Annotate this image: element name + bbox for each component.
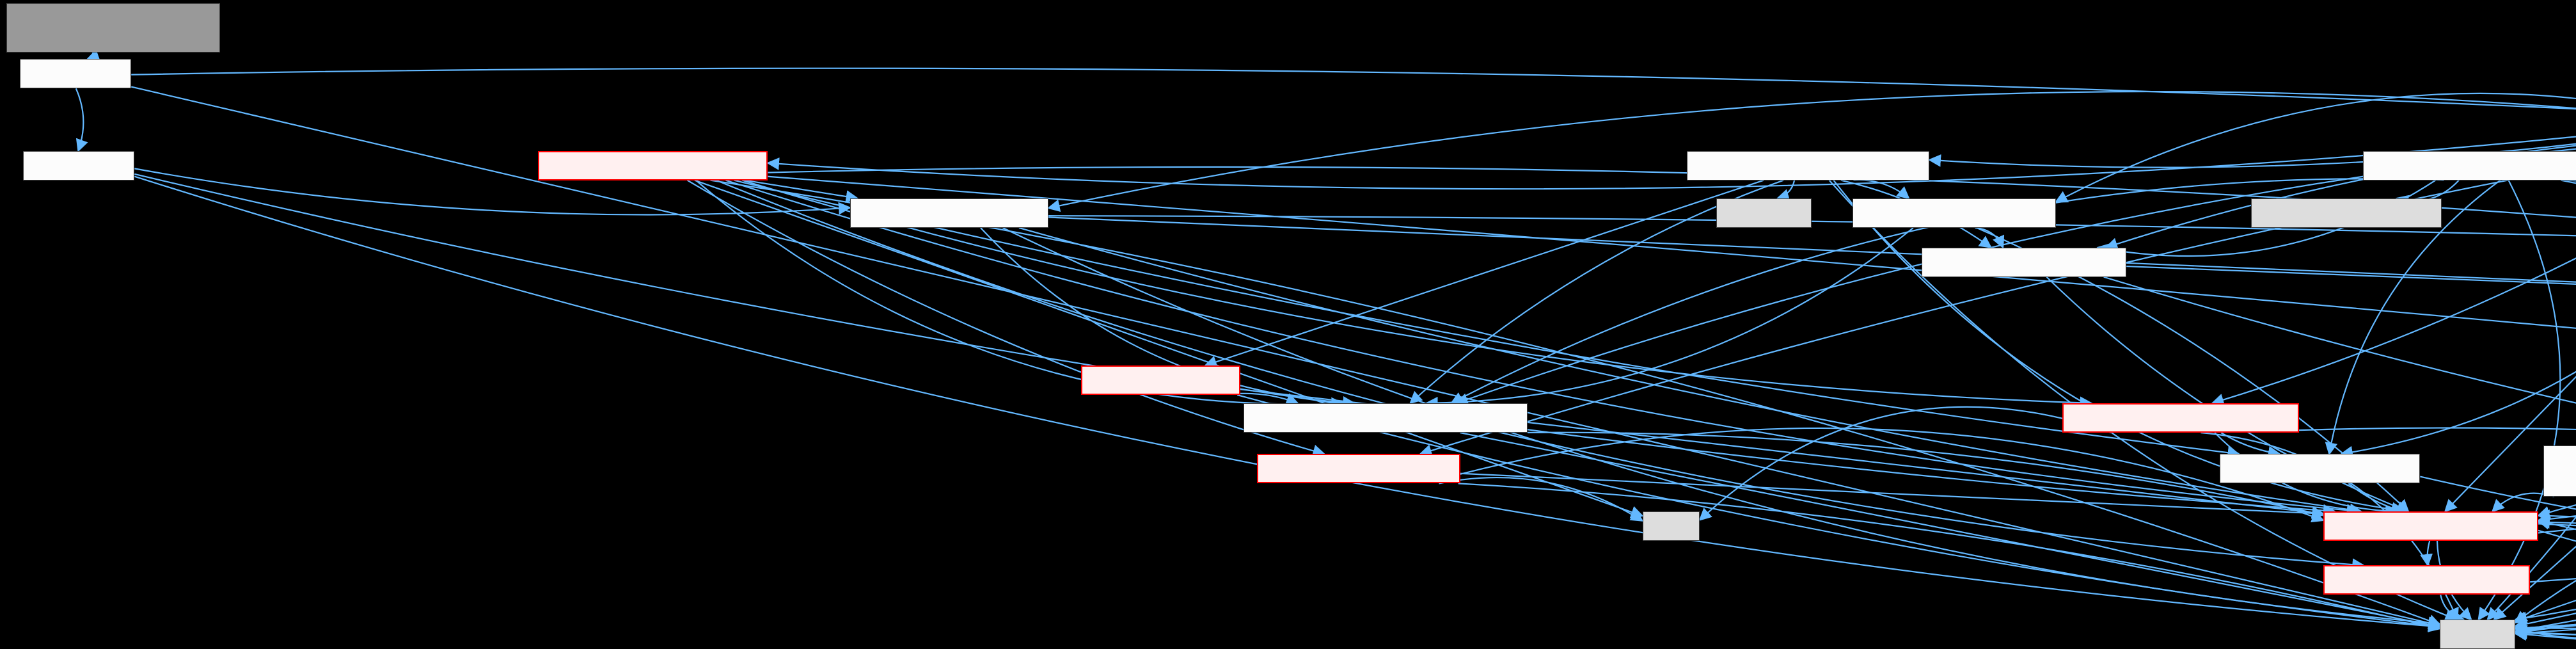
graph-edge [2477,180,2561,621]
graph-edge [734,179,2241,459]
graph-edge [2298,427,2576,431]
graph-node-iauditor[interactable] [1081,365,1241,396]
graph-edge [131,67,2576,110]
graph-edge [2214,432,2398,518]
graph-edge [2420,540,2433,567]
graph-edge [742,179,2093,410]
graph-node-iinterface[interactable] [2323,511,2538,541]
graph-edge [694,179,1644,518]
graph-edge [1047,90,2576,212]
graph-edge [1458,483,2442,632]
graph-edge [2561,179,2576,184]
graph-edge [2103,276,2576,404]
graph-edge [2444,376,2576,513]
graph-node-idataprov[interactable] [2543,445,2576,497]
graph-edge [1828,179,2458,621]
graph-edge [1425,227,1914,410]
graph-node-isvcloc[interactable] [2062,403,2299,433]
graph-edge [716,179,2366,572]
graph-edge [725,179,2360,517]
graph-node-itoolsvc[interactable] [1256,454,1460,484]
graph-edge [1048,215,2576,237]
graph-node-iauditorsvc[interactable] [1686,150,1930,180]
graph-edge [2325,179,2501,456]
graph-edge [686,179,1326,457]
graph-edge [2211,257,2576,406]
graph-edge [766,136,2576,190]
graph-node-ialgtool[interactable] [849,198,1048,228]
graph-node-root[interactable] [6,3,220,52]
graph-edge [1527,431,2325,519]
graph-edge [2513,621,2576,634]
graph-edge [710,179,2442,627]
graph-edge [2126,265,2576,285]
graph-node-string[interactable] [2440,619,2516,649]
graph-edge [2440,595,2465,623]
graph-edge [2493,545,2576,621]
graph-edge [2486,516,2576,621]
graph-edge [1460,427,2325,523]
graph-edge [2514,579,2576,624]
graph-edge [130,86,2442,629]
graph-node-system[interactable] [2323,565,2531,595]
graph-edge [2054,92,2576,203]
graph-node-list[interactable] [1642,511,1700,541]
graph-node-smartif[interactable] [2220,454,2421,484]
graph-edge [745,179,859,203]
graph-edge [2513,625,2576,639]
graph-edge [1237,394,2442,632]
graph-edge [1204,179,1764,368]
graph-edge [134,175,2442,632]
graph-edge [1460,431,2442,631]
graph-edge [2348,483,2404,515]
graph-edge [695,179,1345,410]
graph-edge [2566,179,2576,182]
graph-node-namediface[interactable] [1244,403,1528,433]
graph-node-toolhandle[interactable] [538,150,768,180]
graph-node-optional[interactable] [1716,198,1812,228]
graph-edge [2538,529,2576,542]
graph-edge [1698,406,2112,521]
graph-node-testtool[interactable] [19,59,132,89]
graph-edge [1240,392,1299,405]
graph-node-boosttss[interactable] [2251,198,2442,228]
graph-node-commonmsg[interactable] [2362,150,2576,180]
graph-edge [768,166,2576,218]
graph-edge [2340,371,2576,459]
graph-edge [75,88,88,152]
graph-node-iservice[interactable] [1852,198,2056,228]
graph-edge [86,49,100,61]
graph-edge [1776,180,1796,202]
graph-edge [1928,143,2576,168]
graph-edge [1439,476,1644,522]
graph-node-itesttool[interactable] [22,150,135,180]
graph-edge [1419,166,2576,457]
graph-node-istateful[interactable] [1921,247,2127,277]
graph-edge [1018,227,2363,517]
